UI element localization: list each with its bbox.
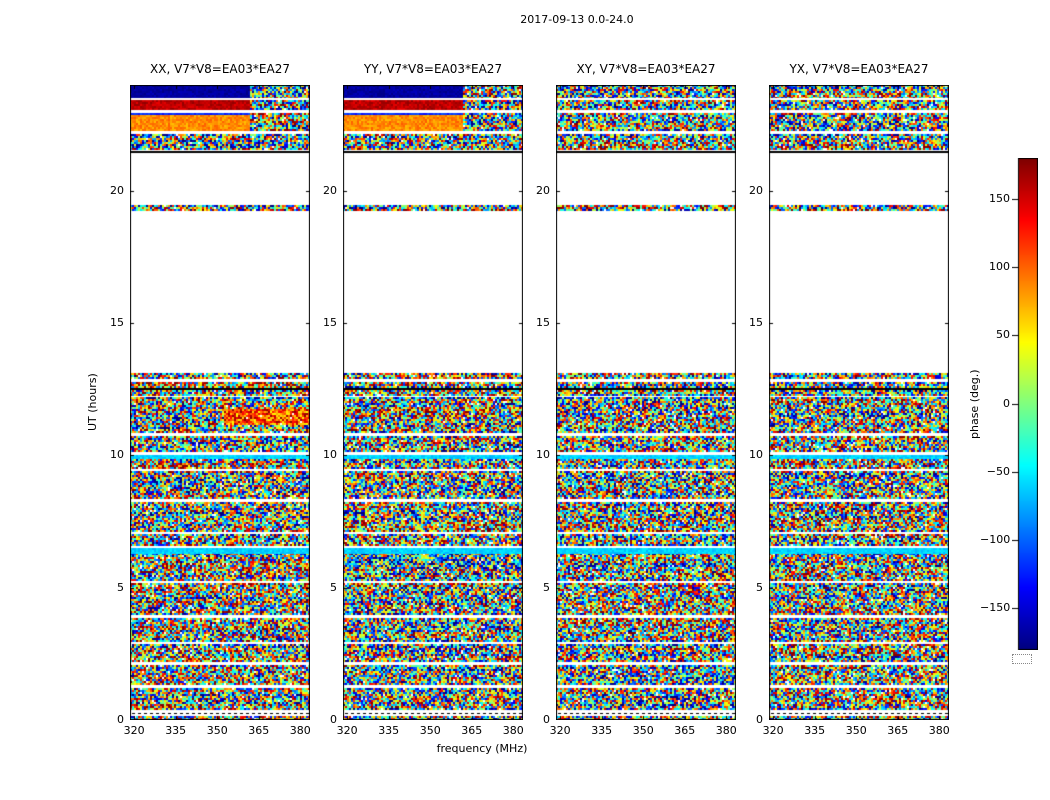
x-tick-label: 320 (549, 724, 571, 737)
colorbar-tick-label: 0 (1003, 396, 1010, 410)
x-tick-label: 380 (502, 724, 524, 737)
x-tick-label: 380 (928, 724, 950, 737)
panel-xy-title: XY, V7*V8=EA03*EA27 (576, 62, 716, 76)
y-tick-label: 0 (543, 713, 550, 726)
panel-yx-title: YX, V7*V8=EA03*EA27 (789, 62, 929, 76)
panel-yx-yticks: 0 5 10 15 20 (733, 85, 763, 726)
colorbar-tick-label: 100 (989, 260, 1010, 274)
panel-xy-yticks: 0 5 10 15 20 (520, 85, 550, 726)
x-axis-label: frequency (MHz) (436, 742, 528, 755)
panel-xx-title: XX, V7*V8=EA03*EA27 (150, 62, 290, 76)
x-tick-label: 365 (248, 724, 270, 737)
colorbar-tick-label: −50 (986, 464, 1010, 478)
x-tick-label: 335 (591, 724, 613, 737)
x-tick-label: 350 (632, 724, 654, 737)
x-tick-label: 335 (804, 724, 826, 737)
panel-yy-heatmap (343, 85, 523, 720)
panel-yy-xticks: 320 335 350 365 380 (337, 720, 524, 738)
colorbar-tick-labels: 150 100 50 0 −50 −100 −150 (980, 158, 1010, 650)
y-tick-label: 15 (536, 316, 550, 330)
y-tick-label: 20 (323, 183, 337, 197)
y-tick-label: 0 (756, 713, 763, 726)
panel-xx-yticks: 0 5 10 15 20 (94, 85, 124, 726)
x-tick-label: 335 (378, 724, 400, 737)
panel-yy-title: YY, V7*V8=EA03*EA27 (363, 62, 503, 76)
y-tick-label: 20 (110, 183, 124, 197)
y-tick-label: 5 (543, 580, 550, 594)
y-tick-label: 15 (749, 316, 763, 330)
colorbar-under-extension (1012, 654, 1032, 664)
y-tick-label: 10 (749, 448, 763, 462)
colorbar-tick-label: −150 (980, 601, 1011, 615)
y-tick-label: 20 (536, 183, 550, 197)
x-tick-label: 320 (762, 724, 784, 737)
x-tick-label: 320 (336, 724, 358, 737)
x-tick-label: 350 (419, 724, 441, 737)
y-tick-label: 10 (536, 448, 550, 462)
y-tick-label: 15 (323, 316, 337, 330)
panel-xx-xticks: 320 335 350 365 380 (124, 720, 311, 738)
y-tick-label: 5 (117, 580, 124, 594)
panel-yx-xticks: 320 335 350 365 380 (763, 720, 950, 738)
panel-yx: YX, V7*V8=EA03*EA27 0 5 10 15 20 320 335 350 36… (749, 62, 950, 737)
panel-xy: XY, V7*V8=EA03*EA27 0 5 10 15 20 320 335 350 36… (536, 62, 737, 737)
x-tick-label: 335 (165, 724, 187, 737)
y-tick-label: 15 (110, 316, 124, 330)
panel-xx: XX, V7*V8=EA03*EA27 0 5 10 15 20 320 335 350 36… (110, 62, 311, 737)
y-tick-label: 0 (330, 713, 337, 726)
colorbar: 150 100 50 0 −50 −100 −150 phase (deg.) (968, 158, 1046, 668)
panel-yy: YY, V7*V8=EA03*EA27 0 5 10 15 20 320 335 350 36… (323, 62, 524, 737)
panel-yx-heatmap (769, 85, 949, 720)
y-tick-label: 5 (330, 580, 337, 594)
x-tick-label: 320 (123, 724, 145, 737)
colorbar-tick-label: 50 (996, 328, 1010, 342)
colorbar-axis-label: phase (deg.) (968, 369, 981, 439)
figure-title: 2017-09-13 0.0-24.0 (520, 13, 634, 26)
y-tick-label: 10 (110, 448, 124, 462)
y-tick-label: 20 (749, 183, 763, 197)
x-tick-label: 350 (206, 724, 228, 737)
x-tick-label: 380 (289, 724, 311, 737)
panel-xy-heatmap (556, 85, 736, 720)
panel-xx-heatmap (130, 85, 310, 720)
colorbar-gradient (1012, 158, 1038, 650)
x-tick-label: 365 (674, 724, 696, 737)
colorbar-tick-label: 150 (989, 191, 1010, 205)
colorbar-tick-label: −100 (980, 532, 1011, 546)
panel-xy-xticks: 320 335 350 365 380 (550, 720, 737, 738)
y-tick-label: 5 (756, 580, 763, 594)
panel-yy-yticks: 0 5 10 15 20 (307, 85, 337, 726)
y-tick-label: 0 (117, 713, 124, 726)
x-tick-label: 350 (845, 724, 867, 737)
x-tick-label: 365 (887, 724, 909, 737)
x-tick-label: 380 (715, 724, 737, 737)
x-tick-label: 365 (461, 724, 483, 737)
y-tick-label: 10 (323, 448, 337, 462)
